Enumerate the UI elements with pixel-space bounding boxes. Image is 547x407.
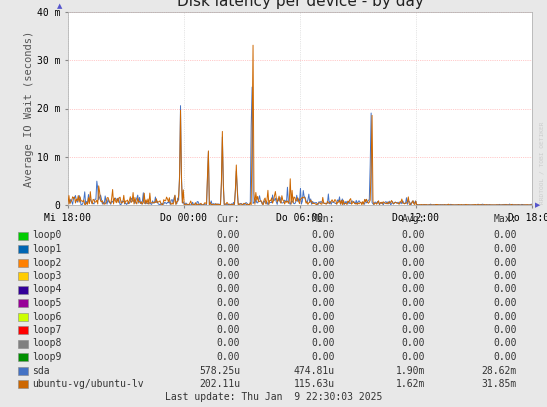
Title: Disk latency per device - by day: Disk latency per device - by day [177,0,423,9]
Text: 0.00: 0.00 [401,298,425,308]
Text: 0.00: 0.00 [401,339,425,348]
Text: 0.00: 0.00 [493,325,517,335]
Text: Cur:: Cur: [217,214,240,224]
Text: 0.00: 0.00 [493,284,517,295]
Text: 0.00: 0.00 [217,271,240,281]
Text: 0.00: 0.00 [401,244,425,254]
Text: loop9: loop9 [32,352,61,362]
Text: loop8: loop8 [32,339,61,348]
Text: loop2: loop2 [32,258,61,267]
Text: 0.00: 0.00 [217,325,240,335]
Text: Min:: Min: [311,214,335,224]
Text: 0.00: 0.00 [401,352,425,362]
Text: 0.00: 0.00 [493,311,517,322]
Text: 0.00: 0.00 [311,230,335,241]
Text: loop7: loop7 [32,325,61,335]
Text: Avg:: Avg: [401,214,425,224]
Text: 0.00: 0.00 [401,284,425,295]
Text: RRDTOOL / TOBI OETIKER: RRDTOOL / TOBI OETIKER [539,122,544,204]
Text: 0.00: 0.00 [311,284,335,295]
Text: 0.00: 0.00 [217,244,240,254]
Text: 0.00: 0.00 [217,230,240,241]
Text: 0.00: 0.00 [493,271,517,281]
Text: 0.00: 0.00 [311,298,335,308]
Text: 0.00: 0.00 [401,271,425,281]
Text: 1.90m: 1.90m [395,365,425,376]
Text: loop0: loop0 [32,230,61,241]
Text: 0.00: 0.00 [401,325,425,335]
Text: 0.00: 0.00 [493,230,517,241]
Text: 0.00: 0.00 [217,258,240,267]
Text: 0.00: 0.00 [311,311,335,322]
Text: 0.00: 0.00 [311,325,335,335]
Text: 0.00: 0.00 [401,258,425,267]
Text: ▶: ▶ [535,202,540,208]
Text: Last update: Thu Jan  9 22:30:03 2025: Last update: Thu Jan 9 22:30:03 2025 [165,392,382,402]
Text: ▲: ▲ [57,3,62,9]
Text: 1.62m: 1.62m [395,379,425,389]
Text: 0.00: 0.00 [217,311,240,322]
Text: 0.00: 0.00 [493,298,517,308]
Text: Max:: Max: [493,214,517,224]
Text: 31.85m: 31.85m [482,379,517,389]
Text: 0.00: 0.00 [311,352,335,362]
Text: loop5: loop5 [32,298,61,308]
Text: loop1: loop1 [32,244,61,254]
Text: 0.00: 0.00 [401,311,425,322]
Text: 0.00: 0.00 [493,352,517,362]
Y-axis label: Average IO Wait (seconds): Average IO Wait (seconds) [24,31,34,187]
Text: loop4: loop4 [32,284,61,295]
Text: 0.00: 0.00 [217,339,240,348]
Text: 202.11u: 202.11u [199,379,240,389]
Text: 0.00: 0.00 [311,244,335,254]
Text: loop6: loop6 [32,311,61,322]
Text: 0.00: 0.00 [493,244,517,254]
Text: 0.00: 0.00 [311,258,335,267]
Text: 115.63u: 115.63u [294,379,335,389]
Text: 0.00: 0.00 [401,230,425,241]
Text: 0.00: 0.00 [311,339,335,348]
Text: loop3: loop3 [32,271,61,281]
Text: 578.25u: 578.25u [199,365,240,376]
Text: 28.62m: 28.62m [482,365,517,376]
Text: 0.00: 0.00 [311,271,335,281]
Text: 0.00: 0.00 [217,284,240,295]
Text: sda: sda [32,365,50,376]
Text: ubuntu-vg/ubuntu-lv: ubuntu-vg/ubuntu-lv [32,379,144,389]
Text: 0.00: 0.00 [493,258,517,267]
Text: 0.00: 0.00 [493,339,517,348]
Text: 0.00: 0.00 [217,298,240,308]
Text: 474.81u: 474.81u [294,365,335,376]
Text: 0.00: 0.00 [217,352,240,362]
